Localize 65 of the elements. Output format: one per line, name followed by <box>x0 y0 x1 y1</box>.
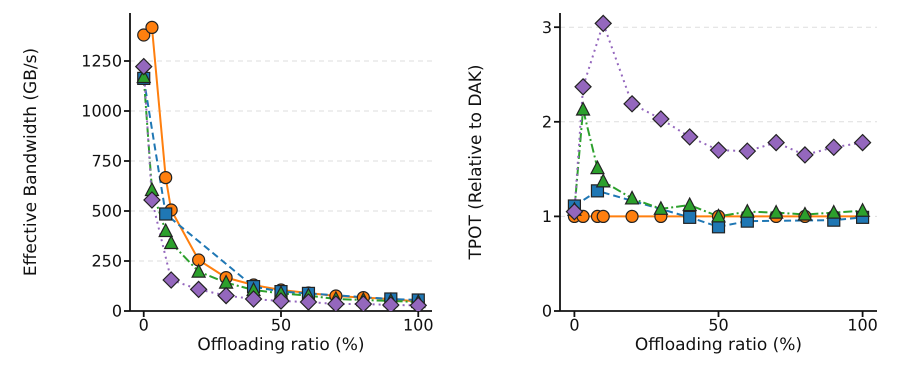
point <box>159 207 172 221</box>
point <box>145 20 159 34</box>
y-tick-label: 0 <box>112 302 122 321</box>
point <box>796 146 814 164</box>
y-tick-label: 1000 <box>81 102 122 121</box>
point <box>158 223 173 238</box>
y-tick-label: 0 <box>542 302 552 321</box>
point <box>710 142 728 159</box>
point <box>218 275 234 289</box>
x-axis-title: Offloading ratio (%) <box>634 335 802 355</box>
point <box>162 271 180 289</box>
point <box>855 203 870 217</box>
point <box>566 203 584 220</box>
point <box>272 292 290 310</box>
point <box>217 287 235 304</box>
x-tick-label: 100 <box>403 315 434 334</box>
point <box>769 205 784 219</box>
point <box>738 142 756 160</box>
y-tick-label: 250 <box>91 252 122 271</box>
point <box>164 235 178 250</box>
point <box>192 253 206 267</box>
point <box>574 78 592 96</box>
point <box>624 190 640 205</box>
point <box>596 210 610 223</box>
x-tick-label: 50 <box>708 315 729 334</box>
point <box>854 134 872 152</box>
y-tick-label: 1250 <box>81 52 122 71</box>
x-tick-label: 0 <box>138 315 149 334</box>
point <box>137 28 150 42</box>
point <box>596 174 610 188</box>
y-tick-label: 1 <box>542 207 552 226</box>
point <box>143 191 161 209</box>
point <box>159 171 172 184</box>
y-tick-label: 3 <box>542 18 552 37</box>
point <box>192 264 206 278</box>
point <box>594 14 612 32</box>
y-axis-title: Effective Bandwidth (GB/s) <box>21 48 42 276</box>
x-tick-label: 100 <box>847 315 878 334</box>
point <box>382 296 400 311</box>
point <box>825 138 842 156</box>
point <box>798 206 812 221</box>
point <box>327 295 345 311</box>
point <box>652 110 670 128</box>
point <box>300 293 318 311</box>
point <box>740 204 754 218</box>
point <box>576 102 590 116</box>
y-tick-label: 750 <box>91 152 122 171</box>
point <box>682 197 697 212</box>
x-tick-label: 50 <box>270 315 292 334</box>
point <box>354 295 372 311</box>
y-axis-title: TPOT (Relative to DAK) <box>466 64 486 261</box>
point <box>135 58 152 76</box>
y-tick-label: 2 <box>542 112 552 132</box>
x-axis-title: Offloading ratio (%) <box>197 335 365 355</box>
y-tick-label: 500 <box>91 202 122 221</box>
point <box>625 210 639 223</box>
point <box>623 95 641 112</box>
x-tick-label: 0 <box>569 315 580 334</box>
point <box>244 290 262 308</box>
point <box>681 128 698 146</box>
point <box>768 134 785 152</box>
point <box>190 280 208 298</box>
point <box>590 160 605 174</box>
point <box>826 205 841 219</box>
point <box>654 201 668 215</box>
